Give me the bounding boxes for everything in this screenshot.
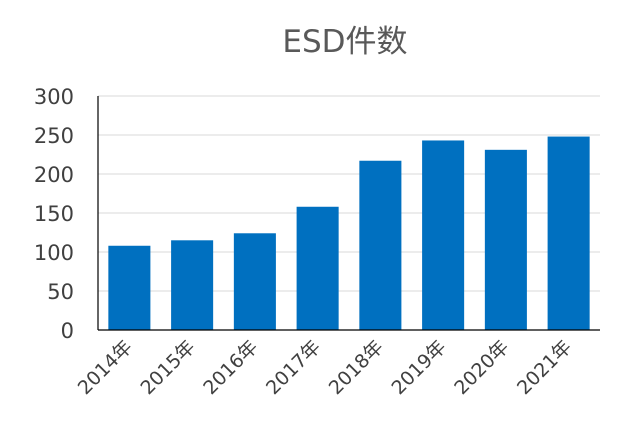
bar: [171, 240, 214, 330]
y-tick-label: 100: [34, 241, 74, 265]
bar: [296, 206, 339, 330]
y-tick-label: 50: [47, 280, 74, 304]
bar: [233, 233, 276, 330]
bar: [422, 140, 465, 330]
x-tick-label: 2019年: [387, 336, 450, 399]
y-tick-label: 0: [61, 319, 74, 343]
bar: [359, 160, 402, 330]
bar: [108, 245, 151, 330]
x-tick-label: 2014年: [74, 336, 137, 399]
axes: [97, 96, 600, 331]
y-tick-label: 200: [34, 163, 74, 187]
y-tick-label: 150: [34, 202, 74, 226]
x-tick-label: 2016年: [199, 336, 262, 399]
y-tick-labels: 0 50 100 150 200 250 300: [34, 85, 74, 343]
y-tick-label: 300: [34, 85, 74, 109]
x-tick-label: 2015年: [136, 336, 199, 399]
x-tick-label: 2018年: [325, 336, 388, 399]
x-tick-label: 2020年: [450, 336, 513, 399]
bars: [108, 136, 590, 330]
x-tick-label: 2021年: [513, 336, 576, 399]
chart-title: ESD件数: [282, 24, 407, 60]
x-tick-label: 2017年: [262, 336, 325, 399]
bar: [547, 136, 590, 330]
bar: [484, 149, 527, 330]
y-tick-label: 250: [34, 124, 74, 148]
x-tick-labels: 2014年 2015年 2016年 2017年 2018年 2019年 2020年 2021年: [74, 336, 576, 399]
